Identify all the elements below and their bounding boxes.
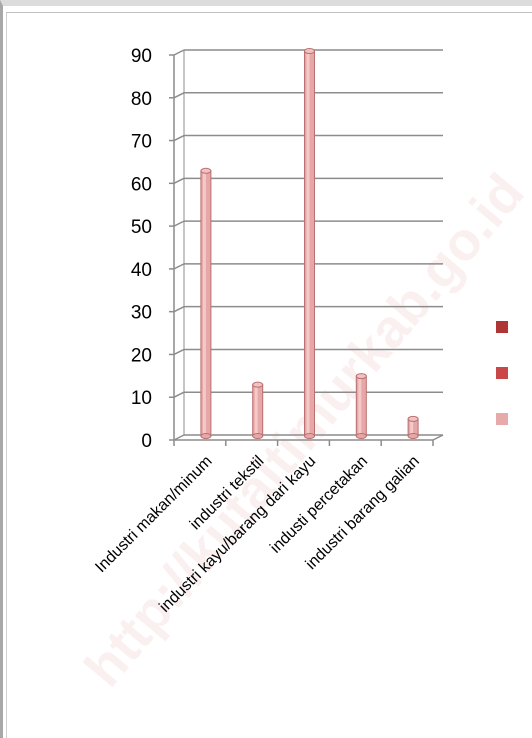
bar-top xyxy=(200,167,212,174)
bar-highlight xyxy=(254,384,258,436)
y-tick-label: 50 xyxy=(131,217,152,238)
y-tick-label: 20 xyxy=(131,345,152,366)
bar xyxy=(252,381,264,439)
bar-highlight xyxy=(306,51,310,436)
gridline-depth xyxy=(173,348,185,356)
x-axis-depth-line xyxy=(432,434,444,441)
bar-highlight xyxy=(410,418,414,436)
bar-highlight xyxy=(202,170,206,436)
bar xyxy=(304,48,315,439)
gridline-depth xyxy=(173,305,185,313)
legend-marker xyxy=(496,321,508,333)
bar-bottom xyxy=(407,433,419,439)
y-tick-label: 10 xyxy=(131,388,152,409)
gridline-depth xyxy=(173,134,185,142)
legend-marker xyxy=(496,367,508,379)
y-tick-label: 90 xyxy=(131,46,152,67)
bar xyxy=(200,167,212,439)
y-tick-label: 40 xyxy=(131,260,152,281)
y-tick-label: 80 xyxy=(131,89,152,110)
y-tick-label: 30 xyxy=(131,303,152,324)
gridline-depth xyxy=(173,220,185,227)
chart-area-border xyxy=(6,12,532,738)
bar-bottom xyxy=(200,433,212,439)
y-tick-label: 70 xyxy=(131,132,152,153)
gridline-depth xyxy=(173,92,185,99)
bar xyxy=(355,373,367,439)
gridline-depth xyxy=(173,263,185,270)
y-tick-label: 60 xyxy=(131,174,152,195)
bar-top xyxy=(355,373,367,380)
bar-bottom xyxy=(355,433,367,439)
gridline-depth xyxy=(173,177,185,185)
legend-marker xyxy=(496,413,508,425)
bar-highlight xyxy=(358,376,362,436)
bar-top xyxy=(304,48,315,54)
gridline-depth xyxy=(173,49,185,56)
bar xyxy=(407,415,419,439)
bar-top xyxy=(407,415,419,422)
y-tick-label: 0 xyxy=(141,431,152,452)
bar-bottom xyxy=(304,433,315,439)
bar-top xyxy=(252,381,264,388)
bar-bottom xyxy=(252,433,264,439)
gridline-depth xyxy=(173,391,185,398)
gridline-depth xyxy=(173,434,185,441)
